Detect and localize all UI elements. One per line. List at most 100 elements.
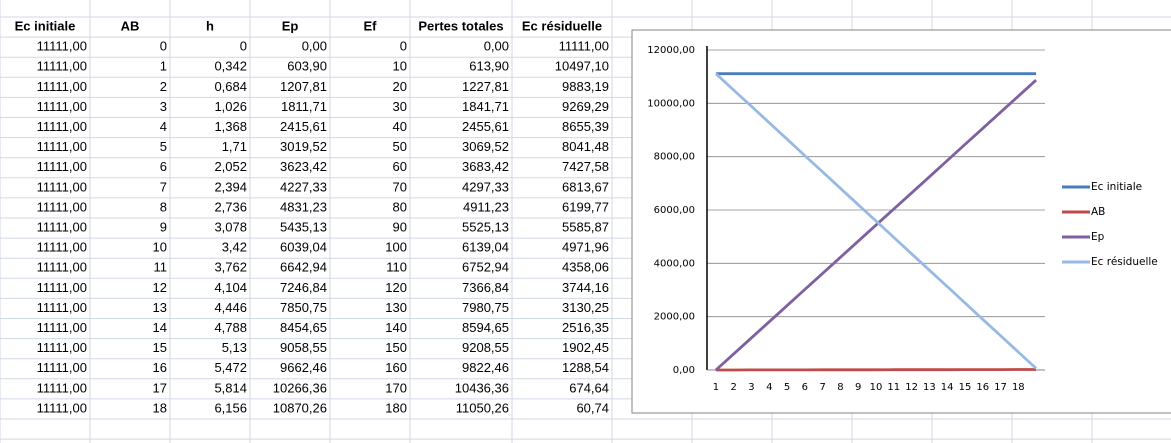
cell: 11111,00 — [37, 59, 87, 74]
legend-label: Ec résiduelle — [1091, 256, 1158, 268]
cell: 16 — [153, 360, 167, 375]
cell: 13 — [153, 300, 167, 315]
cell: 0 — [400, 39, 407, 54]
cell: 8655,39 — [562, 119, 609, 134]
series-line — [714, 72, 1038, 370]
cell: 6642,94 — [280, 260, 327, 275]
y-tick-label: 6000,00 — [654, 205, 695, 216]
y-tick-label: 8000,00 — [654, 152, 695, 163]
cell: 1207,81 — [280, 79, 327, 94]
cell: 10 — [153, 240, 167, 255]
cell: 6752,94 — [462, 260, 509, 275]
cell: 180 — [385, 400, 407, 415]
y-tick-label: 12000,00 — [647, 45, 695, 56]
x-tick-label: 9 — [855, 382, 861, 393]
legend-label: Ep — [1091, 231, 1105, 243]
cell: 70 — [393, 179, 407, 194]
chart-area — [631, 29, 1171, 414]
cell: 9269,29 — [562, 99, 609, 114]
cell: 9208,55 — [462, 340, 509, 355]
cell: 8594,65 — [462, 320, 509, 335]
series-line — [714, 79, 1038, 372]
cell: 4227,33 — [280, 179, 327, 194]
cell: 40 — [393, 119, 407, 134]
cell: 2516,35 — [562, 320, 609, 335]
cell: 9662,46 — [280, 360, 327, 375]
cell: 1227,81 — [462, 79, 509, 94]
cell: 30 — [393, 99, 407, 114]
cell: 5,472 — [214, 360, 247, 375]
cell: 2455,61 — [462, 119, 509, 134]
cell: 7246,84 — [280, 280, 327, 295]
cell: 11111,00 — [37, 99, 87, 114]
cell: 0 — [240, 39, 247, 54]
cell: 2,394 — [214, 179, 247, 194]
cell: 1288,54 — [562, 360, 609, 375]
x-tick-label: 15 — [959, 382, 972, 393]
cell: 4831,23 — [280, 199, 327, 214]
cell: 80 — [393, 199, 407, 214]
x-tick-label: 12 — [905, 382, 918, 393]
cell: 9 — [160, 219, 167, 234]
cell: 11111,00 — [37, 260, 87, 275]
cell: 18 — [153, 400, 167, 415]
x-tick-label: 11 — [887, 382, 900, 393]
cell: 0,684 — [214, 79, 247, 94]
cell: 7980,75 — [462, 300, 509, 315]
cell: 110 — [386, 260, 407, 275]
legend-label: AB — [1091, 206, 1105, 218]
cell: 7 — [160, 179, 167, 194]
x-tick-label: 16 — [976, 382, 989, 393]
y-tick-label: 2000,00 — [654, 312, 695, 323]
cell: 160 — [385, 360, 407, 375]
cell: 8041,48 — [562, 139, 609, 154]
column-header: Ec résiduelle — [522, 18, 602, 33]
column-header: Ef — [364, 18, 378, 33]
cell: 3019,52 — [280, 139, 327, 154]
legend-label: Ec initiale — [1091, 181, 1142, 193]
cell: 3,078 — [214, 219, 247, 234]
cell: 11111,00 — [37, 199, 87, 214]
cell: 10266,36 — [273, 380, 327, 395]
cell: 3683,42 — [462, 159, 509, 174]
cell: 0 — [160, 39, 167, 54]
cell: 11111,00 — [37, 380, 87, 395]
cell: 10 — [393, 59, 407, 74]
cell: 11111,00 — [37, 320, 87, 335]
x-tick-label: 7 — [819, 382, 825, 393]
cell: 50 — [393, 139, 407, 154]
cell: 5585,87 — [562, 219, 609, 234]
x-tick-label: 10 — [870, 382, 883, 393]
cell: 12 — [153, 280, 167, 295]
cell: 1,026 — [214, 99, 247, 114]
cell: 130 — [385, 300, 407, 315]
y-tick-label: 4000,00 — [654, 258, 695, 269]
cell: 6039,04 — [280, 240, 327, 255]
column-header: Ec initiale — [15, 18, 76, 33]
cell: 4358,06 — [562, 260, 609, 275]
cell: 14 — [153, 320, 167, 335]
cell: 2,736 — [214, 199, 247, 214]
x-tick-label: 3 — [748, 382, 754, 393]
cell: 10436,36 — [455, 380, 509, 395]
cell: 90 — [393, 219, 407, 234]
cell: 8454,65 — [280, 320, 327, 335]
cell: 11111,00 — [37, 39, 87, 54]
cell: 9883,19 — [562, 79, 609, 94]
cell: 11111,00 — [37, 79, 87, 94]
y-tick-label: 10000,00 — [647, 98, 695, 109]
cell: 1 — [160, 59, 167, 74]
cell: 1,368 — [214, 119, 247, 134]
column-header: AB — [121, 18, 140, 33]
cell: 11111,00 — [37, 400, 87, 415]
cell: 11111,00 — [37, 219, 87, 234]
cell: 17 — [153, 380, 167, 395]
cell: 15 — [153, 340, 167, 355]
x-tick-label: 5 — [784, 382, 790, 393]
cell: 4 — [160, 119, 167, 134]
cell: 7366,84 — [462, 280, 509, 295]
x-tick-label: 4 — [766, 382, 772, 393]
cell: 140 — [385, 320, 407, 335]
cell: 6 — [160, 159, 167, 174]
